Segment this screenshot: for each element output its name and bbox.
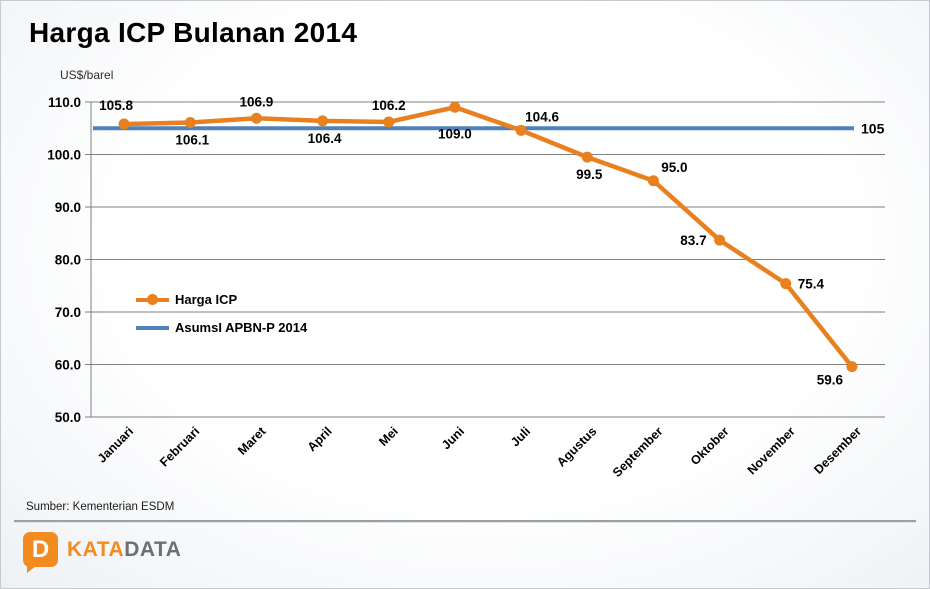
katadata-wordmark: KATADATA <box>67 538 181 562</box>
data-point-marker <box>515 124 527 136</box>
x-category-label: Juli <box>508 424 533 449</box>
footer-divider <box>14 520 916 523</box>
data-label: 106.2 <box>372 98 406 113</box>
data-point-marker <box>647 175 659 187</box>
y-tick-label: 90.0 <box>55 200 81 215</box>
legend-line-icon <box>136 325 169 330</box>
data-point-marker <box>780 278 792 290</box>
y-tick-label: 60.0 <box>55 358 81 373</box>
legend-marker-dot-icon <box>147 294 158 305</box>
data-label: 106.9 <box>240 94 274 109</box>
x-category-label: Agustus <box>554 424 599 469</box>
chart-legend: Harga ICP AsumsI APBN-P 2014 <box>136 292 307 348</box>
y-axis-unit-label: US$/barel <box>60 68 114 82</box>
wordmark-data: DATA <box>124 537 182 561</box>
y-tick-label: 50.0 <box>55 410 81 425</box>
data-label: 99.5 <box>576 167 603 182</box>
page-title: Harga ICP Bulanan 2014 <box>29 17 358 48</box>
data-label: 106.1 <box>175 132 209 147</box>
data-label: 105.8 <box>99 98 133 113</box>
x-category-label: Mei <box>376 424 401 449</box>
data-point-marker <box>250 112 262 124</box>
speech-bubble-tail-icon <box>27 566 36 573</box>
data-label: 95.0 <box>661 160 687 175</box>
x-category-label: Oktober <box>688 424 732 468</box>
x-category-label: Desember <box>811 424 864 477</box>
y-tick-label: 100.0 <box>47 148 81 163</box>
katadata-logo: D KATADATA <box>23 532 181 573</box>
data-label: 83.7 <box>680 233 706 248</box>
legend-line-marker-icon <box>136 294 169 305</box>
data-label: 109.0 <box>438 126 472 141</box>
data-label: 104.6 <box>525 109 559 124</box>
wordmark-kata: KATA <box>67 537 125 561</box>
legend-item-harga-icp: Harga ICP <box>136 292 307 307</box>
data-point-marker <box>317 115 329 127</box>
x-category-label: Februari <box>157 424 202 469</box>
x-category-label: Maret <box>235 424 269 458</box>
data-point-marker <box>383 116 395 128</box>
data-point-marker <box>184 116 196 128</box>
x-category-label: September <box>610 424 666 480</box>
data-label: 106.4 <box>308 131 342 146</box>
data-label: 59.6 <box>817 373 844 388</box>
legend-label-asumsi-apbnp: AsumsI APBN-P 2014 <box>175 320 308 335</box>
data-label: 75.4 <box>798 277 825 292</box>
data-point-marker <box>118 118 130 130</box>
x-category-label: Januari <box>95 424 136 465</box>
y-tick-label: 80.0 <box>55 253 81 268</box>
logo-letter: D <box>31 535 50 563</box>
data-point-marker <box>714 234 726 246</box>
data-point-marker <box>846 361 858 373</box>
katadata-speech-bubble-icon: D <box>23 532 58 573</box>
x-category-label: Juni <box>439 424 467 452</box>
series-line-harga-icp <box>121 105 855 369</box>
y-tick-label: 70.0 <box>55 305 81 320</box>
x-category-label: April <box>305 424 335 454</box>
source-note: Sumber: Kementerian ESDM <box>26 501 175 513</box>
data-point-marker <box>449 101 461 113</box>
y-tick-label: 110.0 <box>48 95 81 110</box>
reference-line-label: 105 <box>861 120 885 136</box>
legend-label-harga-icp: Harga ICP <box>175 292 238 307</box>
x-category-label: November <box>745 424 798 477</box>
data-point-marker <box>581 151 593 163</box>
legend-item-asumsi-apbnp: AsumsI APBN-P 2014 <box>136 320 307 335</box>
